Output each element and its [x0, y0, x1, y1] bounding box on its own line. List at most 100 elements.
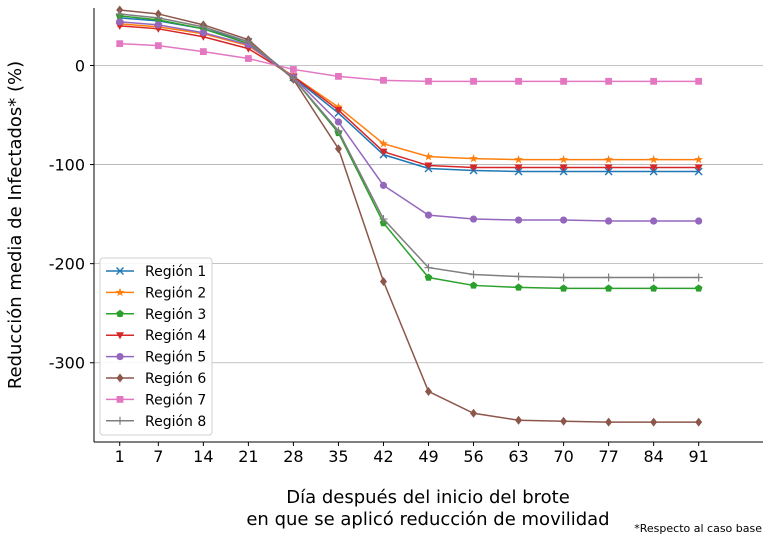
data-point	[695, 217, 703, 225]
data-point	[424, 273, 433, 281]
legend-label: Región 1	[145, 264, 206, 280]
data-point	[694, 155, 704, 164]
data-point	[649, 284, 658, 292]
data-point	[425, 386, 432, 396]
data-point	[424, 263, 433, 272]
legend-marker	[116, 416, 124, 425]
x-tick-label: 14	[193, 447, 213, 466]
data-point	[424, 162, 433, 170]
data-point	[469, 270, 478, 279]
legend: Región 1 Región 2 Región 3 Región 4 Región 5…	[99, 257, 213, 436]
data-point	[650, 77, 658, 85]
legend-label: Región 3	[145, 307, 206, 323]
legend-label: Región 2	[145, 285, 206, 301]
data-point	[469, 281, 478, 289]
legend-marker	[116, 353, 124, 361]
data-point	[334, 102, 343, 111]
data-point	[470, 408, 478, 418]
data-point	[115, 9, 124, 18]
data-point	[379, 148, 388, 156]
data-point	[380, 76, 387, 84]
data-point	[469, 215, 478, 223]
data-point	[559, 155, 568, 164]
data-point	[605, 77, 613, 85]
data-point	[559, 273, 568, 282]
series-line	[119, 15, 699, 290]
x-axis-title-line-2: en que se aplicó reducción de movilidad	[246, 509, 609, 530]
data-point	[334, 144, 342, 154]
data-point	[604, 155, 613, 164]
legend-entry: Región 4	[106, 328, 206, 344]
data-point	[334, 107, 343, 115]
data-point	[334, 118, 343, 126]
data-point	[514, 283, 523, 291]
x-tick-label: 21	[238, 447, 258, 466]
data-point	[469, 154, 478, 163]
legend-marker	[116, 396, 124, 403]
series-line	[119, 42, 699, 83]
data-point	[379, 139, 388, 148]
x-tick-label: 63	[508, 447, 528, 466]
data-point	[515, 415, 523, 425]
y-tick-label: -300	[49, 354, 85, 373]
footnote: *Respecto al caso base	[634, 522, 762, 535]
data-point	[649, 273, 658, 282]
data-point	[379, 276, 387, 286]
legend-marker	[116, 309, 124, 318]
data-point	[695, 77, 703, 85]
data-point	[514, 216, 523, 224]
data-point	[116, 40, 124, 48]
y-tick-label: -200	[49, 255, 85, 274]
data-point	[560, 77, 567, 85]
series-7	[116, 40, 703, 85]
data-point	[199, 29, 207, 37]
x-axis-ticks: 1 7 14 21 28 35 42 49 56 63 70 77 84 91	[115, 442, 709, 466]
data-point	[116, 18, 124, 26]
data-point	[604, 284, 613, 292]
data-point	[605, 417, 613, 427]
series-5	[116, 18, 703, 225]
data-point	[290, 66, 297, 73]
data-point	[515, 77, 522, 85]
data-point	[289, 74, 298, 83]
series-8	[115, 9, 703, 282]
x-tick-label: 77	[598, 447, 618, 466]
data-point	[199, 48, 207, 55]
data-point	[605, 217, 613, 225]
legend-entry: Región 8	[106, 414, 206, 430]
series-line	[119, 23, 699, 161]
x-tick-label: 91	[688, 447, 708, 466]
x-tick-label: 49	[418, 447, 438, 466]
data-point	[514, 155, 523, 164]
legend-marker	[116, 373, 124, 383]
legend-entry: Región 5	[106, 350, 206, 366]
y-tick-label: -100	[49, 156, 85, 175]
x-tick-label: 42	[373, 447, 393, 466]
x-tick-label: 35	[328, 447, 348, 466]
x-tick-label: 1	[115, 447, 125, 466]
data-point	[559, 216, 568, 224]
series-line	[119, 21, 699, 222]
legend-label: Región 5	[145, 350, 206, 366]
data-point	[379, 181, 388, 189]
data-point	[424, 211, 433, 219]
series-4	[115, 22, 703, 172]
legend-marker	[116, 267, 124, 275]
legend-label: Región 7	[145, 392, 206, 408]
data-point	[469, 164, 478, 172]
x-axis-title-line-1: Día después del inicio del brote	[286, 487, 570, 508]
x-tick-label: 28	[283, 447, 303, 466]
legend-entry: Región 1	[106, 264, 206, 280]
data-point	[694, 284, 703, 292]
legend-entry: Región 3	[106, 307, 206, 323]
legend-marker	[116, 332, 124, 340]
series-lines	[115, 5, 704, 427]
data-point	[604, 164, 613, 172]
data-point	[559, 164, 568, 172]
data-point	[514, 164, 523, 172]
legend-marker	[115, 287, 125, 297]
data-point	[514, 272, 523, 281]
data-point	[649, 164, 658, 172]
data-point	[335, 72, 342, 80]
legend-entry: Región 2	[106, 285, 206, 301]
